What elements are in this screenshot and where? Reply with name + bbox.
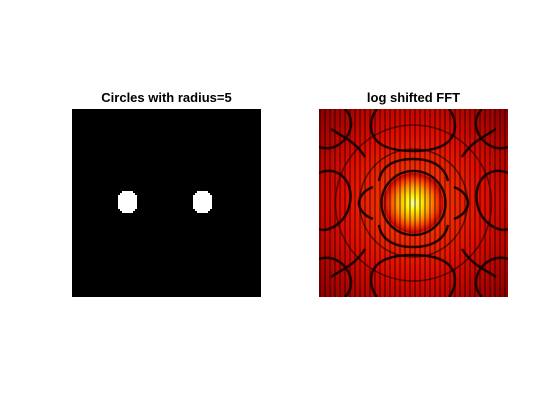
circle-left — [118, 191, 137, 213]
circles-image — [72, 109, 261, 297]
image-background — [72, 109, 261, 297]
circles-image-axes — [72, 109, 261, 297]
right-plot-title: log shifted FFT — [366, 90, 461, 105]
circle-right — [193, 191, 212, 213]
fft-image — [319, 109, 508, 297]
fft-image-axes — [319, 109, 508, 297]
fft-vertical-striping — [319, 109, 508, 297]
left-plot-title: Circles with radius=5 — [101, 90, 232, 105]
